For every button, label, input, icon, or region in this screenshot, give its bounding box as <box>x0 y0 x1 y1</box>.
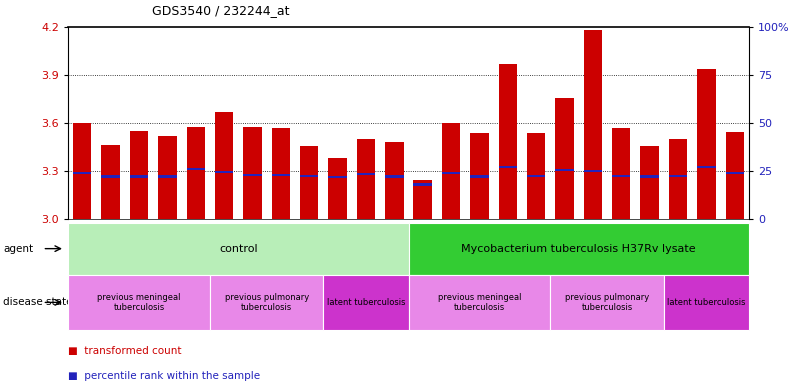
Bar <box>244 174 262 176</box>
Text: previous pulmonary
tuberculosis: previous pulmonary tuberculosis <box>224 293 309 312</box>
Bar <box>215 170 233 173</box>
Bar <box>498 166 517 168</box>
Bar <box>187 127 205 219</box>
Text: latent tuberculosis: latent tuberculosis <box>327 298 405 307</box>
Bar <box>158 136 176 219</box>
Text: ■  percentile rank within the sample: ■ percentile rank within the sample <box>68 371 260 381</box>
Bar <box>130 131 148 219</box>
Bar <box>385 142 404 219</box>
Bar <box>300 175 319 177</box>
Bar <box>470 133 489 219</box>
Bar <box>272 129 290 219</box>
Bar <box>527 175 545 177</box>
Bar <box>641 175 659 177</box>
Bar <box>158 175 176 177</box>
Bar <box>215 112 233 219</box>
Text: GDS3540 / 232244_at: GDS3540 / 232244_at <box>152 4 290 17</box>
Bar <box>73 123 91 219</box>
Bar <box>300 146 319 219</box>
Bar <box>584 30 602 219</box>
Bar <box>669 175 687 177</box>
Bar <box>726 132 744 219</box>
Bar <box>356 139 375 219</box>
Bar <box>356 173 375 175</box>
Bar <box>328 176 347 178</box>
Bar <box>697 166 715 168</box>
Text: Mycobacterium tuberculosis H37Rv lysate: Mycobacterium tuberculosis H37Rv lysate <box>461 243 696 254</box>
Bar <box>328 158 347 219</box>
Bar <box>130 175 148 177</box>
Bar <box>669 139 687 219</box>
Bar <box>272 174 290 176</box>
Bar <box>498 65 517 219</box>
Bar <box>442 123 461 219</box>
Text: previous meningeal
tuberculosis: previous meningeal tuberculosis <box>437 293 521 312</box>
Bar <box>697 69 715 219</box>
Text: disease state: disease state <box>3 297 73 308</box>
Text: previous pulmonary
tuberculosis: previous pulmonary tuberculosis <box>565 293 650 312</box>
Bar <box>584 170 602 172</box>
Bar <box>726 172 744 174</box>
Bar <box>442 172 461 174</box>
Bar <box>413 180 432 219</box>
Bar <box>555 98 574 219</box>
Bar <box>470 175 489 177</box>
Text: agent: agent <box>3 243 34 254</box>
Text: latent tuberculosis: latent tuberculosis <box>667 298 746 307</box>
Text: previous meningeal
tuberculosis: previous meningeal tuberculosis <box>97 293 181 312</box>
Bar <box>102 145 120 219</box>
Bar <box>187 168 205 170</box>
Bar <box>527 133 545 219</box>
Bar <box>641 146 659 219</box>
Bar <box>385 175 404 177</box>
Bar <box>73 172 91 174</box>
Bar <box>244 127 262 219</box>
Bar <box>555 169 574 171</box>
Text: control: control <box>219 243 258 254</box>
Bar <box>612 129 630 219</box>
Bar <box>102 175 120 177</box>
Text: ■  transformed count: ■ transformed count <box>68 346 182 356</box>
Bar <box>612 175 630 177</box>
Bar <box>413 184 432 185</box>
